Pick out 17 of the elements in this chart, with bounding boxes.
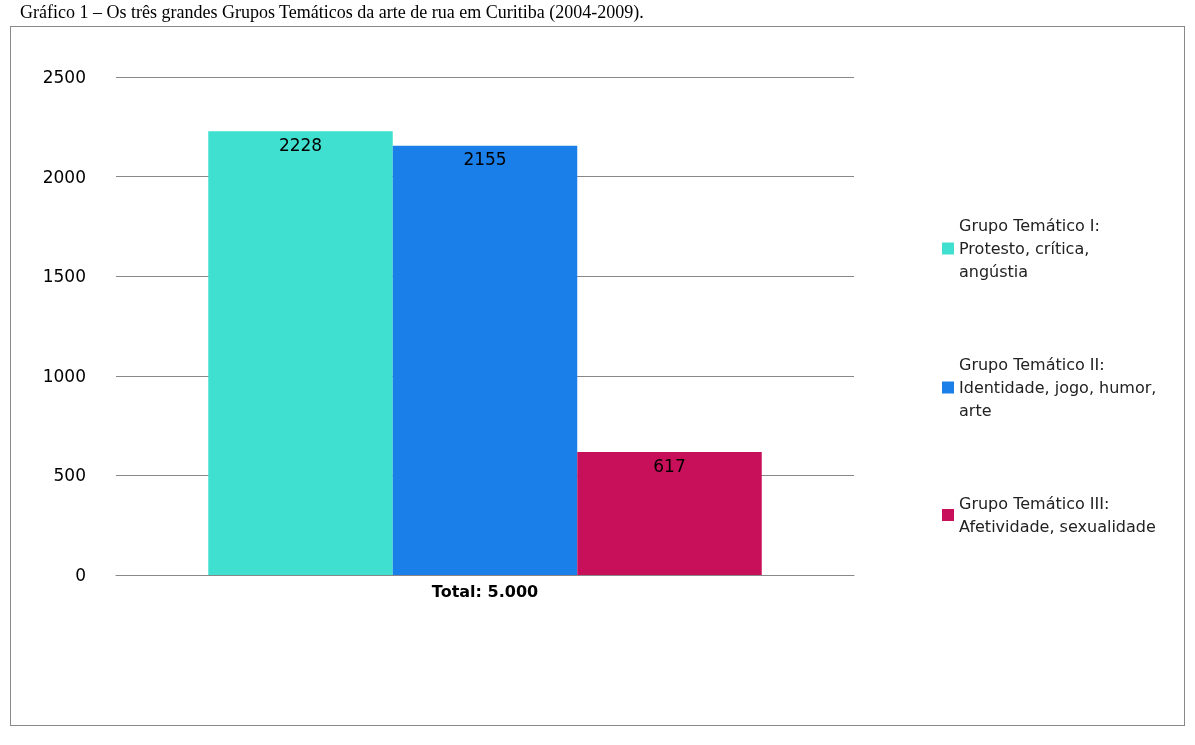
data-label: 617 (653, 455, 686, 476)
legend-label: Grupo Temático I: Protesto, crítica, angústia (959, 216, 1106, 281)
bar (208, 131, 393, 575)
bar (392, 145, 578, 575)
chart-title: Gráfico 1 – Os três grandes Grupos Temáticos da arte de rua em Curitiba (2004-2009). (19, 1, 645, 24)
legend-label: Grupo Temático III: Afetividade, sexualidade (959, 494, 1156, 536)
bar (577, 452, 762, 575)
legend-label: Grupo Temático II: Identidade, jogo, humor, arte (959, 355, 1162, 420)
data-label: 2155 (463, 149, 507, 170)
y-tick-label: 0 (75, 565, 86, 585)
y-tick-label: 1500 (42, 266, 86, 287)
y-tick-label: 2500 (42, 67, 86, 87)
y-tick-label: 1000 (42, 365, 86, 386)
y-tick-label: 500 (53, 465, 86, 486)
x-tick-label: Total: 5.000 (431, 581, 539, 601)
y-tick-label: 2000 (42, 166, 86, 187)
data-label: 2228 (278, 134, 323, 155)
